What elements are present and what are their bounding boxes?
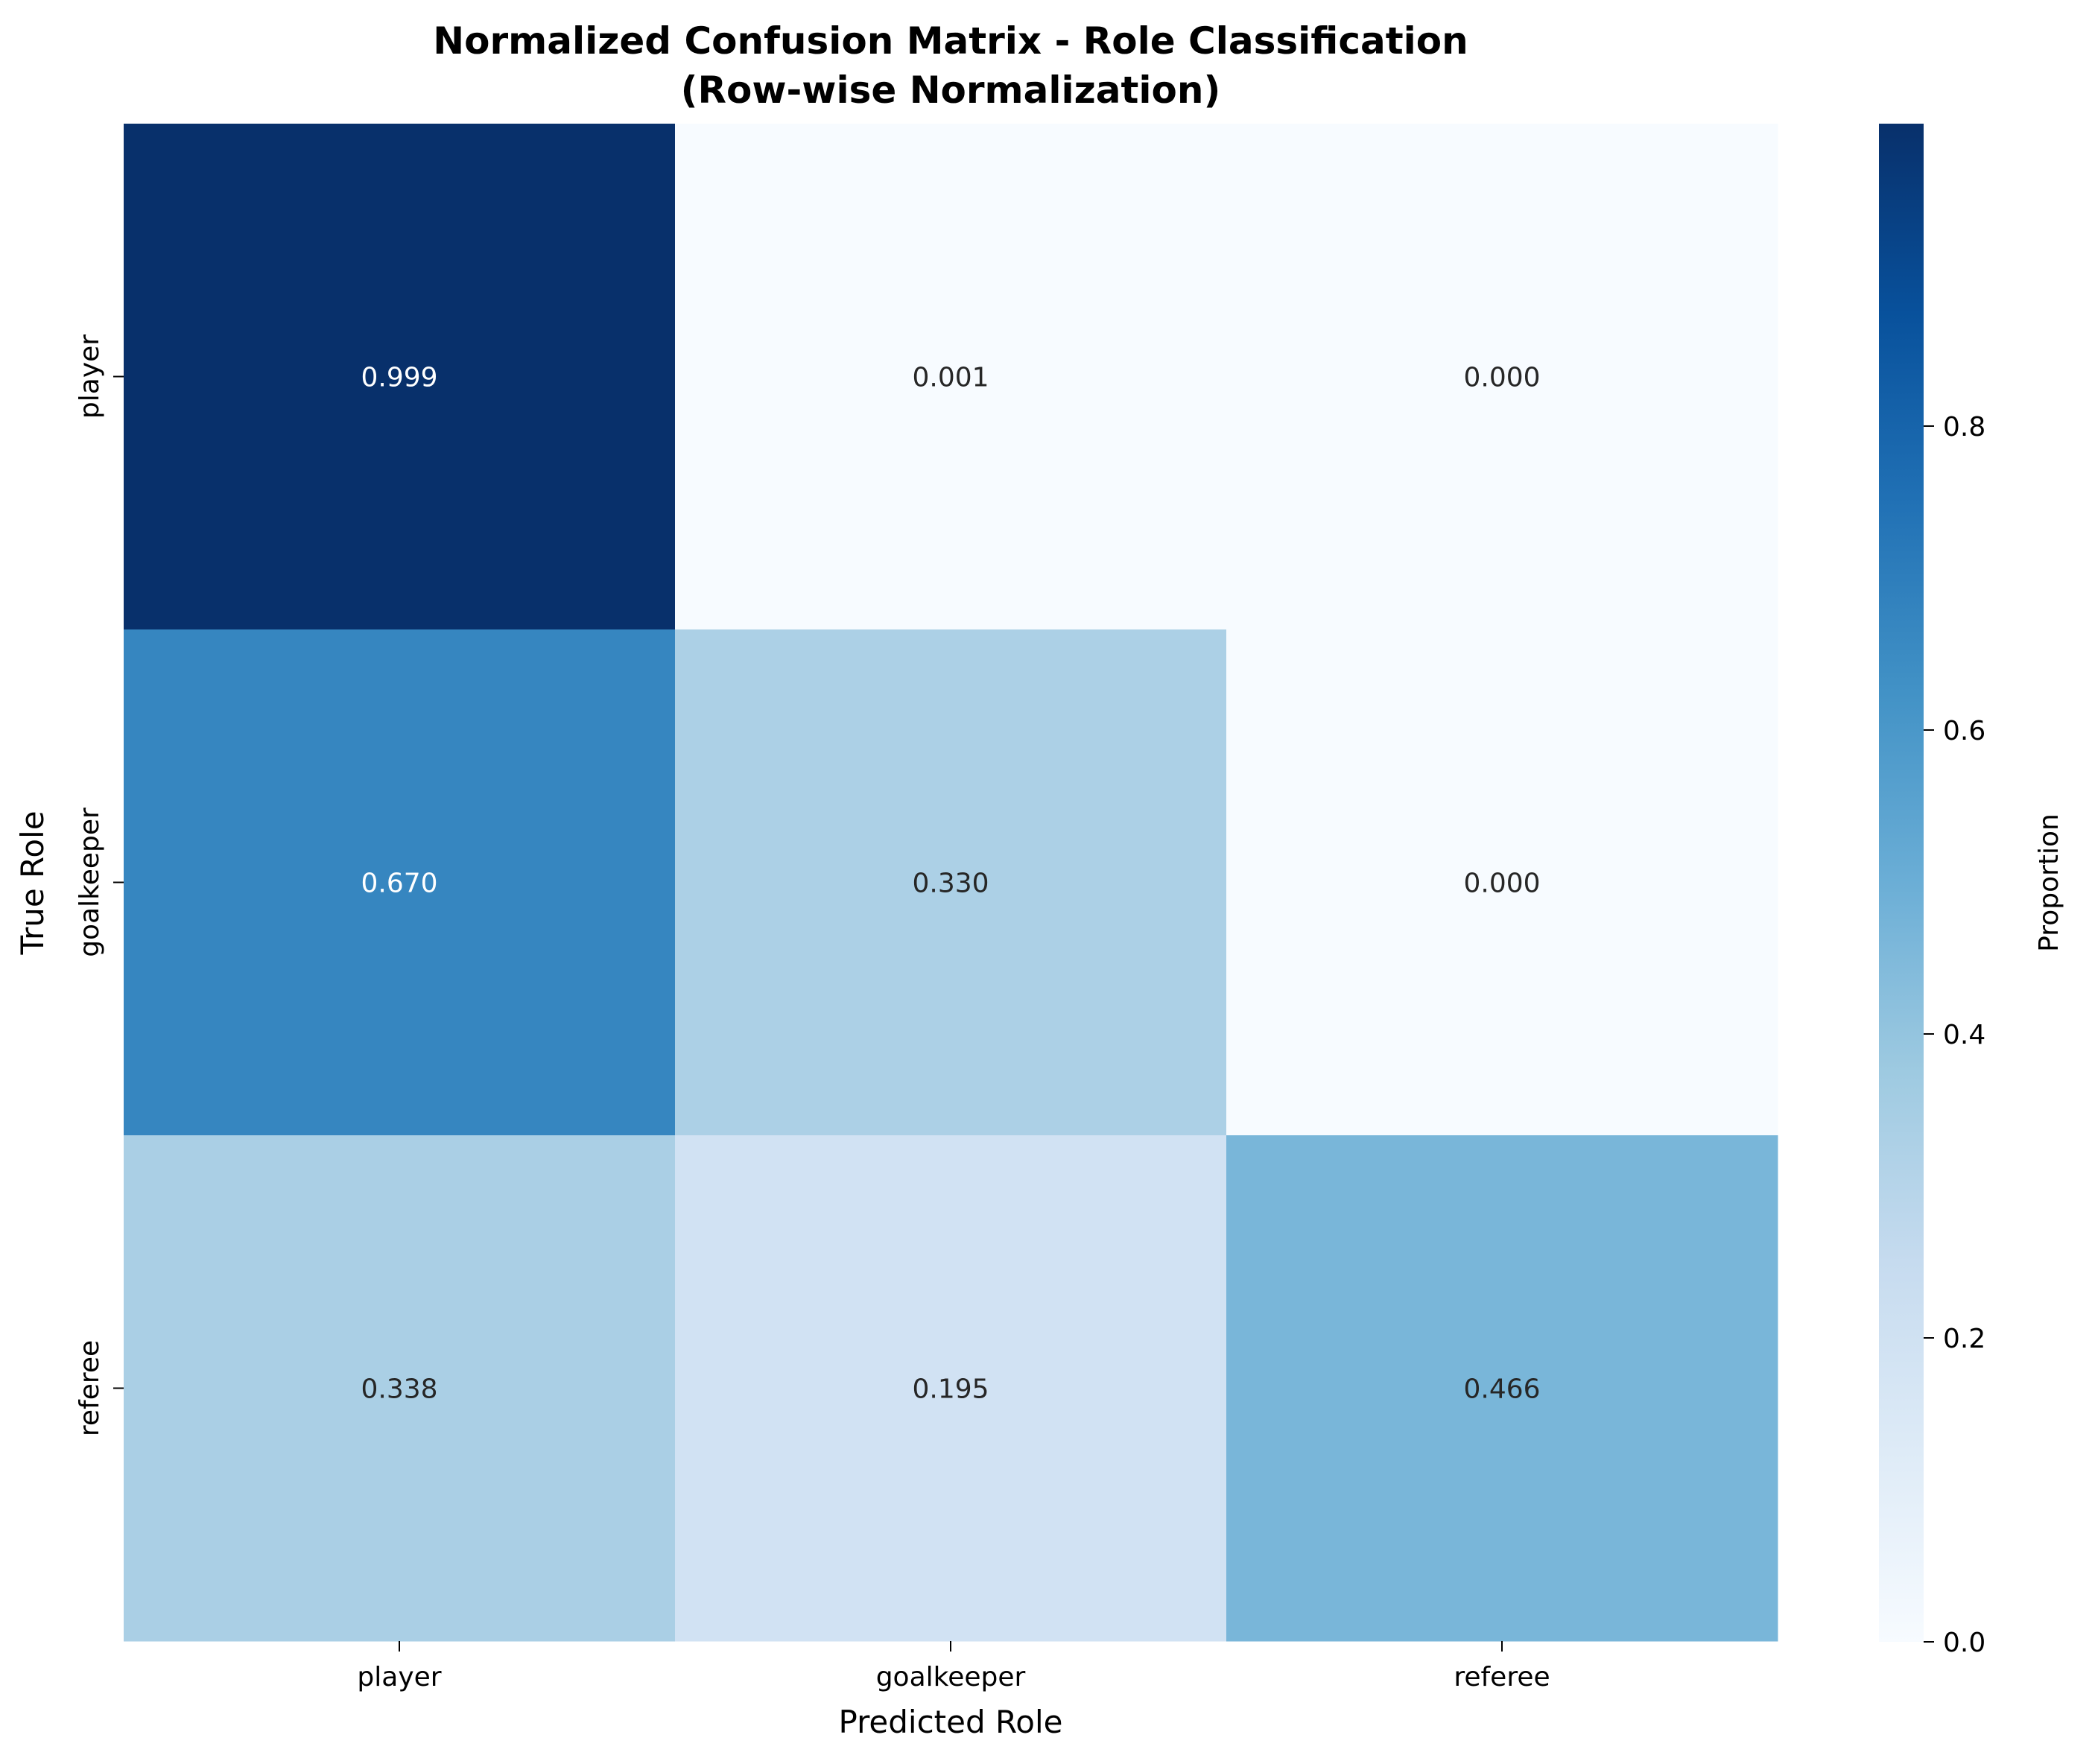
cell-value-label: 0.999 bbox=[361, 363, 437, 393]
heatmap-cell bbox=[124, 629, 676, 1136]
heatmap-cell bbox=[1226, 1135, 1778, 1642]
x-tick-label: goalkeeper bbox=[876, 1662, 1026, 1692]
heatmap-cell bbox=[124, 124, 676, 630]
colorbar-ticks: 0.0 0.2 0.4 0.6 0.8 bbox=[1924, 412, 1985, 1658]
heatmap-cell bbox=[1226, 629, 1778, 1136]
y-tick-label: goalkeeper bbox=[75, 808, 105, 957]
cell-value-label: 0.000 bbox=[1463, 869, 1540, 899]
x-axis-label: Predicted Role bbox=[838, 1704, 1062, 1740]
cell-value-label: 0.670 bbox=[361, 869, 437, 899]
y-axis-ticks: player goalkeeper referee bbox=[75, 334, 124, 1436]
colorbar bbox=[1879, 124, 1924, 1642]
cell-value-label: 0.001 bbox=[912, 363, 989, 393]
x-axis-ticks: player goalkeeper referee bbox=[357, 1641, 1550, 1692]
chart-title: Normalized Confusion Matrix - Role Class… bbox=[433, 19, 1468, 63]
colorbar-tick-label: 0.4 bbox=[1943, 1020, 1985, 1050]
heatmap-cell bbox=[675, 124, 1227, 630]
y-tick-label: player bbox=[75, 334, 105, 419]
heatmap-cell-labels: 0.999 0.001 0.000 0.670 0.330 0.000 0.338 0.195… bbox=[361, 363, 1540, 1405]
colorbar-tick-label: 0.8 bbox=[1943, 412, 1985, 442]
heatmap-cell bbox=[675, 1135, 1227, 1642]
heatmap-cell bbox=[1226, 124, 1778, 630]
cell-value-label: 0.338 bbox=[361, 1374, 437, 1405]
x-tick-label: player bbox=[357, 1662, 441, 1692]
heatmap-cell bbox=[675, 629, 1227, 1136]
cell-value-label: 0.330 bbox=[912, 869, 989, 899]
colorbar-tick-label: 0.0 bbox=[1943, 1628, 1985, 1658]
x-tick-label: referee bbox=[1454, 1662, 1550, 1692]
colorbar-tick-label: 0.2 bbox=[1943, 1324, 1985, 1354]
heatmap-cells bbox=[124, 124, 1778, 1642]
cell-value-label: 0.195 bbox=[912, 1374, 989, 1405]
cell-value-label: 0.466 bbox=[1463, 1374, 1540, 1405]
heatmap-cell bbox=[124, 1135, 676, 1642]
colorbar-label: Proportion bbox=[2034, 813, 2064, 952]
colorbar-tick-label: 0.6 bbox=[1943, 716, 1985, 746]
cell-value-label: 0.000 bbox=[1463, 363, 1540, 393]
y-axis-label: True Role bbox=[14, 810, 51, 955]
y-tick-label: referee bbox=[75, 1340, 105, 1436]
chart-subtitle: (Row-wise Normalization) bbox=[681, 69, 1221, 112]
